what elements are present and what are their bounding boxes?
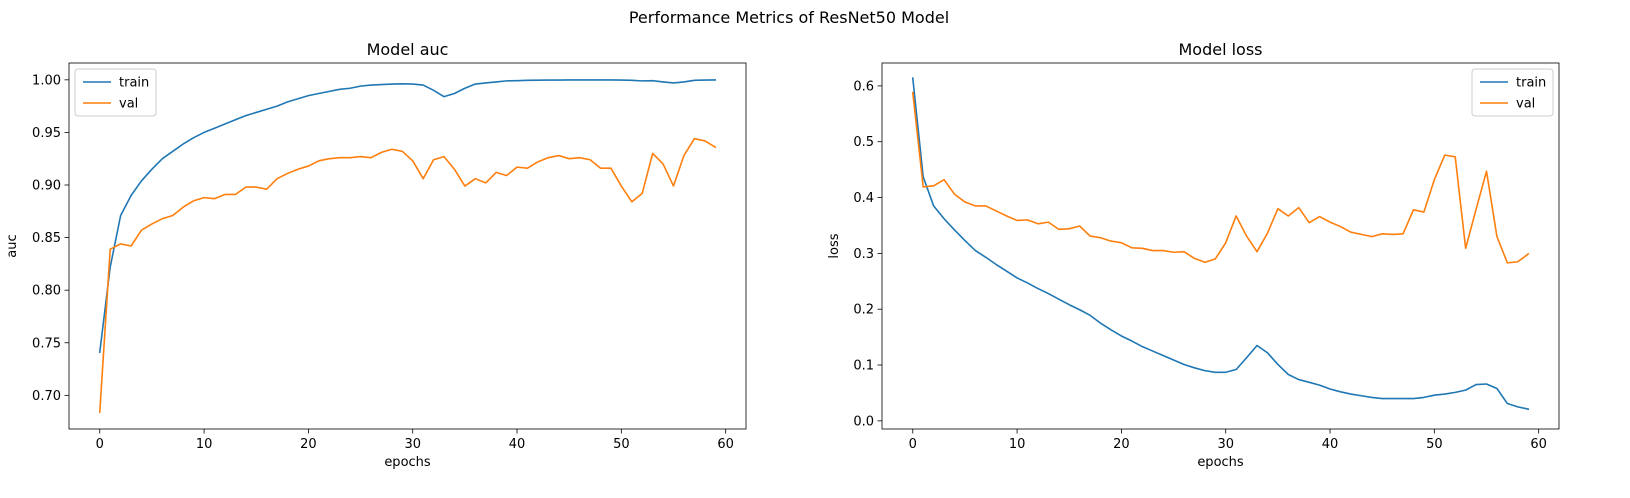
auc-x-tick-label: 30	[404, 437, 421, 452]
loss-x-tick-label: 10	[1009, 437, 1026, 452]
loss-y-tick-label: 0.2	[853, 303, 874, 318]
loss-chart-panel: Model loss 0 10 20 30 40 50 60 0.0 0.1 0.2 0.3 0.4 0.…	[827, 40, 1560, 470]
auc-chart-panel: Model auc 0 10 20 30 40 50 60 0.70 0.75 0.80 0.85 0.…	[5, 40, 747, 470]
loss-legend-train-label: train	[1516, 76, 1546, 91]
loss-x-tick-label: 0	[909, 437, 917, 452]
figure-suptitle: Performance Metrics of ResNet50 Model	[629, 8, 949, 27]
auc-y-tick-label: 0.85	[32, 231, 61, 246]
auc-x-tick-label: 0	[96, 437, 104, 452]
auc-y-tick-label: 1.00	[32, 73, 61, 88]
auc-y-tick-label: 0.80	[32, 284, 61, 299]
auc-x-tick-label: 20	[300, 437, 317, 452]
auc-val-line	[98, 137, 717, 414]
loss-x-axis-label: epochs	[1197, 455, 1244, 470]
loss-x-tick-label: 50	[1426, 437, 1443, 452]
auc-legend-box	[74, 68, 157, 117]
loss-y-axis-label: loss	[827, 233, 842, 258]
auc-axes-frame	[68, 62, 747, 430]
auc-x-tick-label: 50	[613, 437, 630, 452]
auc-y-tick-label: 0.70	[32, 389, 61, 404]
auc-y-tick-label: 0.95	[32, 126, 61, 141]
auc-legend-train-label: train	[119, 76, 149, 91]
loss-y-tick-label: 0.3	[853, 247, 874, 262]
auc-x-tick-label: 40	[509, 437, 526, 452]
auc-y-axis-label: auc	[5, 234, 20, 257]
loss-y-tick-label: 0.5	[853, 135, 874, 150]
loss-x-tick-label: 60	[1530, 437, 1547, 452]
auc-y-tick-label: 0.90	[32, 179, 61, 194]
loss-y-tick-label: 0.4	[853, 191, 874, 206]
loss-legend: train val	[1471, 68, 1554, 117]
auc-y-tick-label: 0.75	[32, 336, 61, 351]
loss-x-tick-label: 20	[1113, 437, 1130, 452]
auc-chart-title: Model auc	[367, 40, 449, 59]
auc-x-tick-label: 60	[717, 437, 734, 452]
auc-x-tick-label: 10	[196, 437, 213, 452]
loss-x-tick-label: 40	[1322, 437, 1339, 452]
loss-legend-box	[1471, 68, 1554, 117]
loss-y-tick-label: 0.6	[853, 79, 874, 94]
loss-legend-val-label: val	[1516, 97, 1535, 112]
auc-x-axis-label: epochs	[384, 455, 431, 470]
loss-x-tick-label: 30	[1217, 437, 1234, 452]
loss-series-group	[911, 77, 1530, 411]
loss-chart-title: Model loss	[1178, 40, 1262, 59]
loss-y-tick-label: 0.0	[853, 414, 874, 429]
loss-y-tick-label: 0.1	[853, 359, 874, 374]
auc-series-group	[98, 79, 717, 414]
loss-train-line	[911, 77, 1530, 411]
auc-train-line	[98, 79, 717, 354]
auc-legend: train val	[74, 68, 157, 117]
loss-axes-frame	[881, 62, 1560, 430]
loss-val-line	[911, 91, 1530, 264]
auc-legend-val-label: val	[119, 97, 138, 112]
